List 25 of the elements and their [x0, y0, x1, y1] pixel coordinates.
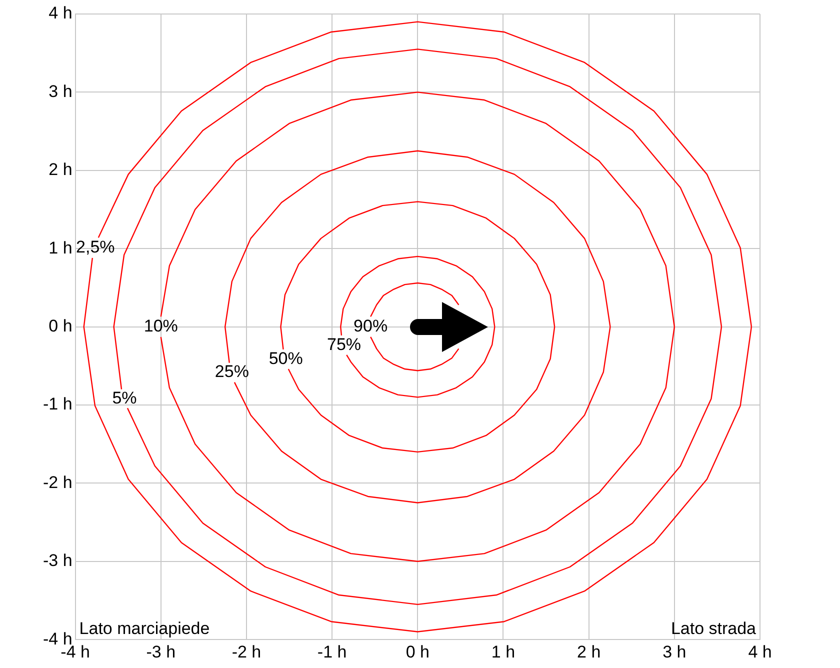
- series-label: 50%: [268, 348, 303, 368]
- x-tick-label: 2 h: [577, 642, 601, 662]
- y-tick-label: 4 h: [48, 4, 72, 23]
- x-tick-label: 0 h: [406, 642, 430, 662]
- y-tick-label: -1 h: [42, 394, 72, 414]
- x-tick-label: -1 h: [317, 642, 347, 662]
- y-tick-label: 2 h: [48, 160, 72, 180]
- y-tick-label: 0 h: [48, 316, 72, 336]
- x-tick-label: 3 h: [662, 642, 686, 662]
- series-label: 5%: [112, 388, 137, 408]
- series-label: 75%: [327, 334, 362, 354]
- x-tick-label: -2 h: [232, 642, 262, 662]
- series-label: 25%: [214, 362, 249, 382]
- x-tick-label: -3 h: [146, 642, 176, 662]
- y-tick-label: -2 h: [42, 472, 72, 492]
- annotation: Lato strada: [670, 618, 757, 638]
- series-label: 90%: [354, 316, 388, 336]
- y-tick-label: 1 h: [48, 238, 72, 258]
- x-tick-label: 1 h: [491, 642, 516, 662]
- series-label: 10%: [144, 316, 178, 336]
- y-tick-label: -3 h: [42, 551, 72, 570]
- x-tick-label: 4 h: [748, 642, 772, 662]
- annotation: Lato marciapiede: [79, 618, 210, 638]
- y-tick-label: 3 h: [48, 82, 72, 101]
- series-label: 2,5%: [76, 238, 115, 257]
